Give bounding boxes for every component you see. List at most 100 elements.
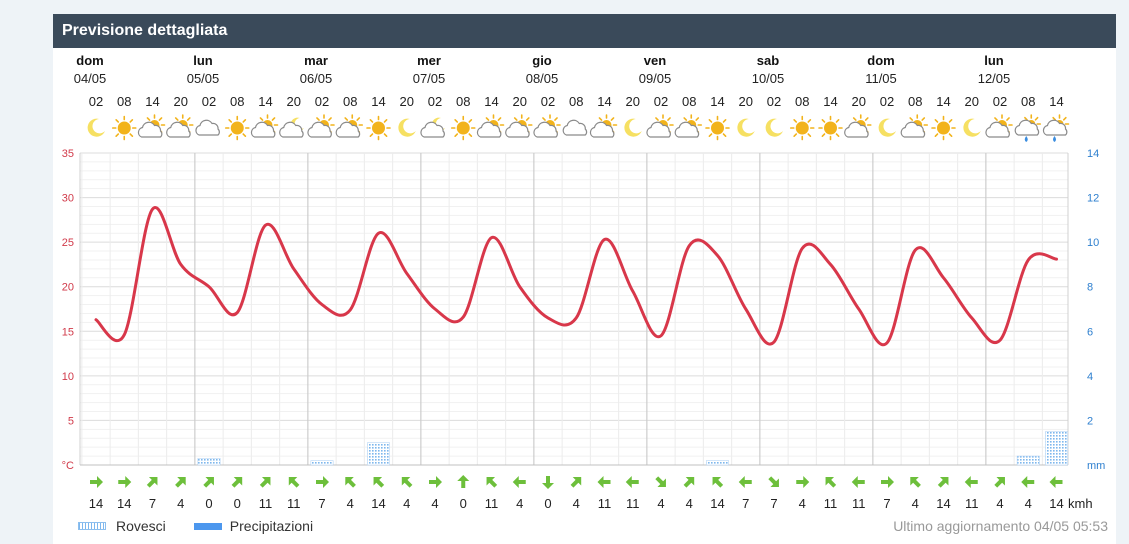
hour-label: 08 — [908, 94, 922, 109]
rain-cloud-icon — [1014, 114, 1042, 142]
wind-arrow-shape — [457, 475, 470, 488]
precipitazioni-label: Precipitazioni — [229, 518, 314, 534]
wind-arrow-shape — [937, 477, 949, 488]
hour-label: 14 — [823, 94, 837, 109]
sun-ray — [934, 119, 939, 123]
day-date: 08/05 — [526, 71, 559, 86]
wind-speed: 4 — [912, 496, 919, 511]
sun-ray — [115, 119, 120, 123]
sun-ray — [158, 117, 163, 121]
sun-cloud-icon — [166, 114, 194, 138]
hour-label: 08 — [1021, 94, 1035, 109]
day-name: lun — [984, 53, 1004, 68]
cloud-shape — [476, 121, 502, 138]
wind-speed: 4 — [996, 496, 1003, 511]
hour-label: 02 — [315, 94, 329, 109]
day-name: mer — [417, 53, 441, 68]
wind-arrow-shape — [712, 477, 724, 488]
sun-ray — [242, 133, 247, 137]
wind-speed: 0 — [460, 496, 467, 511]
y-tick-label: 25 — [62, 237, 74, 249]
moon-shape — [765, 118, 783, 137]
cloud-shape — [335, 121, 361, 138]
hour-label: 08 — [682, 94, 696, 109]
sun-ray — [242, 119, 247, 123]
cloud-shape — [137, 121, 163, 138]
chart-legend: Rovesci Precipitazioni — [78, 518, 313, 534]
rain-cloud-icon — [1042, 114, 1070, 142]
sun-ray — [369, 119, 374, 123]
wind-arrow-shape — [1021, 476, 1035, 488]
wind-arrow-icon — [203, 477, 214, 488]
sun-ray — [835, 119, 840, 123]
cloud-shape — [279, 121, 304, 138]
precip-bar — [706, 460, 729, 466]
y-tick-label: °C — [62, 460, 74, 472]
wind-speed: 4 — [686, 496, 693, 511]
sun-ray — [793, 119, 798, 123]
wind-speed: 7 — [883, 496, 890, 511]
wind-arrow-icon — [597, 476, 611, 488]
hour-label: 02 — [767, 94, 781, 109]
cloud-shape — [589, 121, 615, 138]
day-name: mar — [304, 53, 328, 68]
sun-ray — [610, 117, 615, 121]
wind-arrow-icon — [457, 475, 470, 488]
wind-speed: 7 — [318, 496, 325, 511]
precip-bar — [197, 458, 221, 466]
day-name: lun — [193, 53, 213, 68]
sun-ray — [259, 117, 264, 121]
cloud-shape — [250, 121, 276, 138]
wind-arrow-icon — [345, 477, 356, 488]
sun-icon — [450, 115, 476, 141]
moon-icon — [624, 118, 642, 137]
wind-speed: 14 — [1049, 496, 1063, 511]
sun-ray — [228, 133, 233, 137]
sun-icon — [224, 115, 250, 141]
cloud-icon — [562, 119, 588, 136]
wind-arrow-shape — [851, 476, 865, 488]
hour-label: 08 — [117, 94, 131, 109]
day-name: sab — [757, 53, 779, 68]
hour-label: 02 — [654, 94, 668, 109]
hour-label: 20 — [739, 94, 753, 109]
sun-ray — [835, 133, 840, 137]
wind-arrow-shape — [542, 476, 554, 489]
hour-label: 14 — [484, 94, 498, 109]
moon-shape — [878, 118, 896, 137]
day-name: dom — [867, 53, 894, 68]
sun-cloud-icon — [646, 114, 674, 138]
wind-arrow-icon — [373, 477, 385, 488]
day-date: 11/05 — [865, 71, 897, 86]
sun-ray — [115, 133, 120, 137]
wind-arrow-icon — [429, 476, 442, 488]
sun-ray — [454, 119, 459, 123]
y-tick-label: 10 — [62, 371, 74, 383]
sun-cloud-icon — [674, 114, 703, 138]
sun-ray — [852, 117, 857, 121]
wind-arrow-shape — [231, 477, 243, 488]
rovesci-label: Rovesci — [116, 518, 166, 534]
wind-speed: 11 — [259, 496, 273, 511]
sun-ray — [1052, 116, 1057, 121]
y-tick-label: 20 — [62, 282, 74, 294]
wind-arrow-icon — [851, 476, 865, 488]
sun-cloud-icon — [505, 114, 533, 138]
cloud-shape — [195, 119, 220, 136]
hour-label: 02 — [428, 94, 442, 109]
cloud-shape — [505, 121, 530, 138]
wind-speed: 14 — [89, 496, 103, 511]
sun-ray — [1034, 116, 1039, 121]
sun-icon — [705, 115, 730, 141]
wind-arrow-icon — [881, 476, 894, 488]
wind-row: 14 14 7 4 0 0 11 11 7 4 14 4 4 0 11 4 0 4 11 11 4 4 14 7 7 4 11 11 7… — [89, 475, 1093, 511]
moon-shape — [398, 118, 416, 137]
wind-unit: kmh — [1068, 496, 1093, 511]
wind-arrow-shape — [825, 477, 837, 488]
wind-arrow-shape — [345, 477, 356, 488]
sun-ray — [454, 133, 459, 137]
cloud-shape — [307, 121, 332, 138]
wind-speed: 4 — [799, 496, 806, 511]
wind-arrow-icon — [625, 476, 639, 488]
wind-arrow-icon — [570, 477, 582, 488]
